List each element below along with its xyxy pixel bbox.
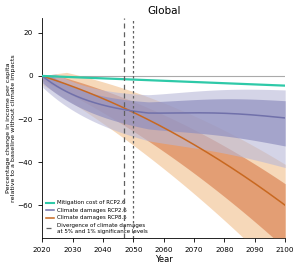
- Y-axis label: Percentage change in income per capita
relative to a baseline without climate im: Percentage change in income per capita r…: [6, 54, 16, 202]
- X-axis label: Year: Year: [155, 255, 172, 264]
- Legend: Mitigation cost of RCP2.6, Climate damages RCP2.6, Climate damages RCP8.5, Diver: Mitigation cost of RCP2.6, Climate damag…: [45, 199, 148, 235]
- Title: Global: Global: [147, 6, 180, 16]
